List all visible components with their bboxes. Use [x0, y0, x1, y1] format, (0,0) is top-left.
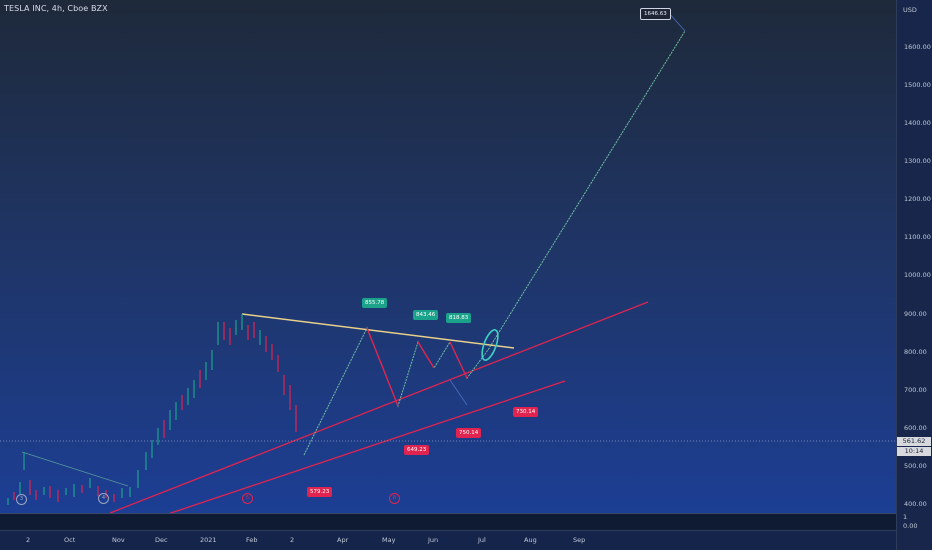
time-tick: Feb: [246, 536, 258, 544]
price-tick: 1400.00: [904, 119, 931, 127]
chart-title: TESLA INC, 4h, Cboe BZX: [4, 4, 108, 13]
callout-r4: 730.14: [513, 407, 539, 417]
time-axis[interactable]: [0, 530, 896, 550]
target-callout: 1646.63: [640, 8, 671, 20]
price-tick: 1500.00: [904, 81, 931, 89]
projection-red-segments: [366, 327, 399, 407]
breakout-ellipse: [481, 329, 499, 361]
lower-trendline: [149, 380, 566, 521]
wave-mark-3: 3: [16, 494, 27, 505]
price-axis[interactable]: [896, 0, 932, 550]
time-tick: Jun: [428, 536, 439, 544]
callout-g2: 843.46: [413, 310, 439, 320]
countdown-badge: 10:14: [897, 447, 931, 456]
time-tick: Dec: [155, 536, 168, 544]
old-triangle-line: [21, 451, 129, 487]
time-tick: 2021: [200, 536, 217, 544]
callout-r3: 750.14: [456, 428, 482, 438]
target-connector: [667, 11, 686, 32]
price-tick: 1300.00: [904, 157, 931, 165]
projection-red-3: [449, 341, 468, 379]
time-tick: 2: [26, 536, 31, 544]
candlestick-series: [7, 314, 297, 505]
time-tick: Jul: [478, 536, 486, 544]
price-tick: 800.00: [904, 348, 927, 356]
wave-mark-b: B: [389, 493, 400, 504]
time-tick: Sep: [573, 536, 586, 544]
price-tick: 500.00: [904, 462, 927, 470]
price-tick: 1000.00: [904, 271, 931, 279]
wave-mark-4: 4: [98, 493, 109, 504]
indicator-top-label: 1: [903, 513, 908, 521]
price-tick: 700.00: [904, 386, 927, 394]
indicator-pane[interactable]: [0, 513, 896, 531]
wave-mark-5: 5: [242, 493, 253, 504]
indicator-bottom-label: 0.00: [903, 522, 918, 530]
current-price-badge: 561.62: [897, 437, 931, 446]
upper-trendline: [109, 301, 649, 514]
callout-g3: 818.83: [446, 313, 472, 323]
time-tick: Nov: [112, 536, 125, 544]
price-tick: 1200.00: [904, 195, 931, 203]
projection-path: [303, 30, 686, 456]
callout-r1: 579.23: [307, 487, 333, 497]
time-tick: Oct: [64, 536, 76, 544]
currency-label: USD: [903, 6, 917, 14]
price-tick: 400.00: [904, 500, 927, 508]
price-tick: 900.00: [904, 310, 927, 318]
time-tick: May: [382, 536, 396, 544]
callout-g1: 855.78: [362, 298, 388, 308]
projection-red-2: [417, 341, 435, 369]
time-tick: Aug: [524, 536, 537, 544]
resistance-line: [241, 313, 515, 349]
price-tick: 1600.00: [904, 43, 931, 51]
projection-line-2: [449, 379, 468, 406]
price-tick: 600.00: [904, 424, 927, 432]
callout-r2: 649.23: [404, 445, 430, 455]
time-tick: 2: [290, 536, 295, 544]
price-tick: 1100.00: [904, 233, 931, 241]
time-tick: Apr: [337, 536, 349, 544]
